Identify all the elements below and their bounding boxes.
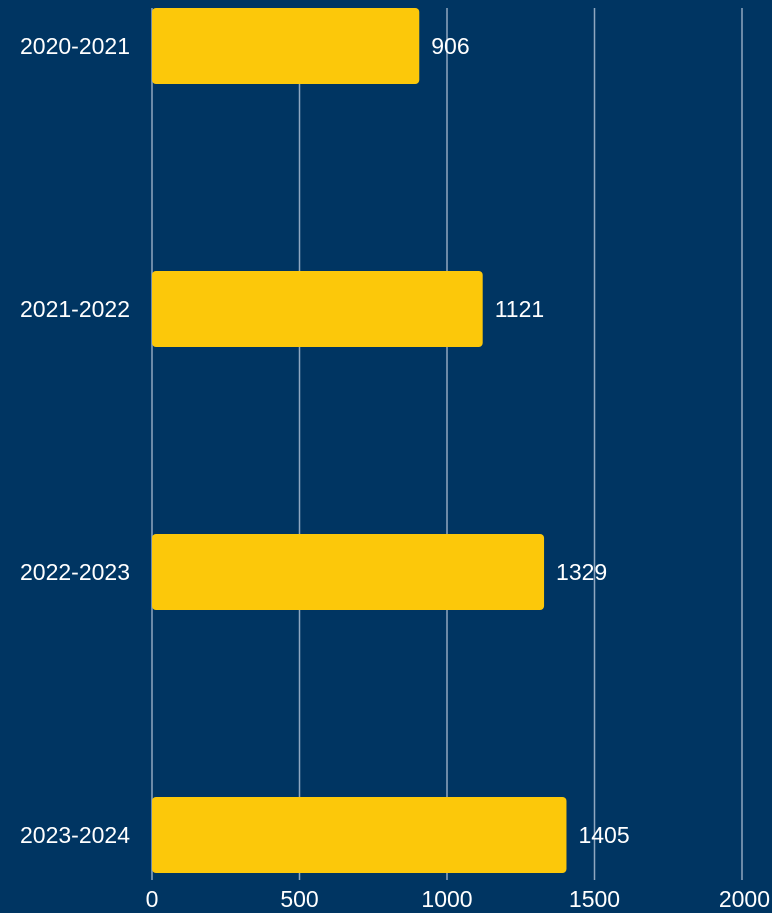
category-label-2022-2023: 2022-2023 [20,559,130,585]
x-tick-label-1500: 1500 [569,886,620,912]
bar-2023-2024 [152,797,567,873]
bar-2020-2021 [152,8,420,84]
value-labels: 906 1121 1329 1405 [431,33,629,848]
x-tick-label-2000: 2000 [719,886,770,912]
x-axis-tick-labels: 0 500 1000 1500 2000 [146,886,770,912]
value-label-2022-2023: 1329 [556,559,607,585]
bar-2021-2022 [152,271,483,347]
x-tick-label-0: 0 [146,886,159,912]
bars [152,8,567,873]
bar-2022-2023 [152,534,545,610]
x-tick-label-1000: 1000 [421,886,472,912]
x-tick-label-500: 500 [280,886,318,912]
category-label-2020-2021: 2020-2021 [20,33,130,59]
category-label-2021-2022: 2021-2022 [20,296,130,322]
category-labels: 2020-2021 2021-2022 2022-2023 2023-2024 [20,33,130,848]
category-label-2023-2024: 2023-2024 [20,822,130,848]
value-label-2023-2024: 1405 [578,822,629,848]
value-label-2020-2021: 906 [431,33,469,59]
gridlines [151,8,743,880]
value-label-2021-2022: 1121 [495,296,544,322]
